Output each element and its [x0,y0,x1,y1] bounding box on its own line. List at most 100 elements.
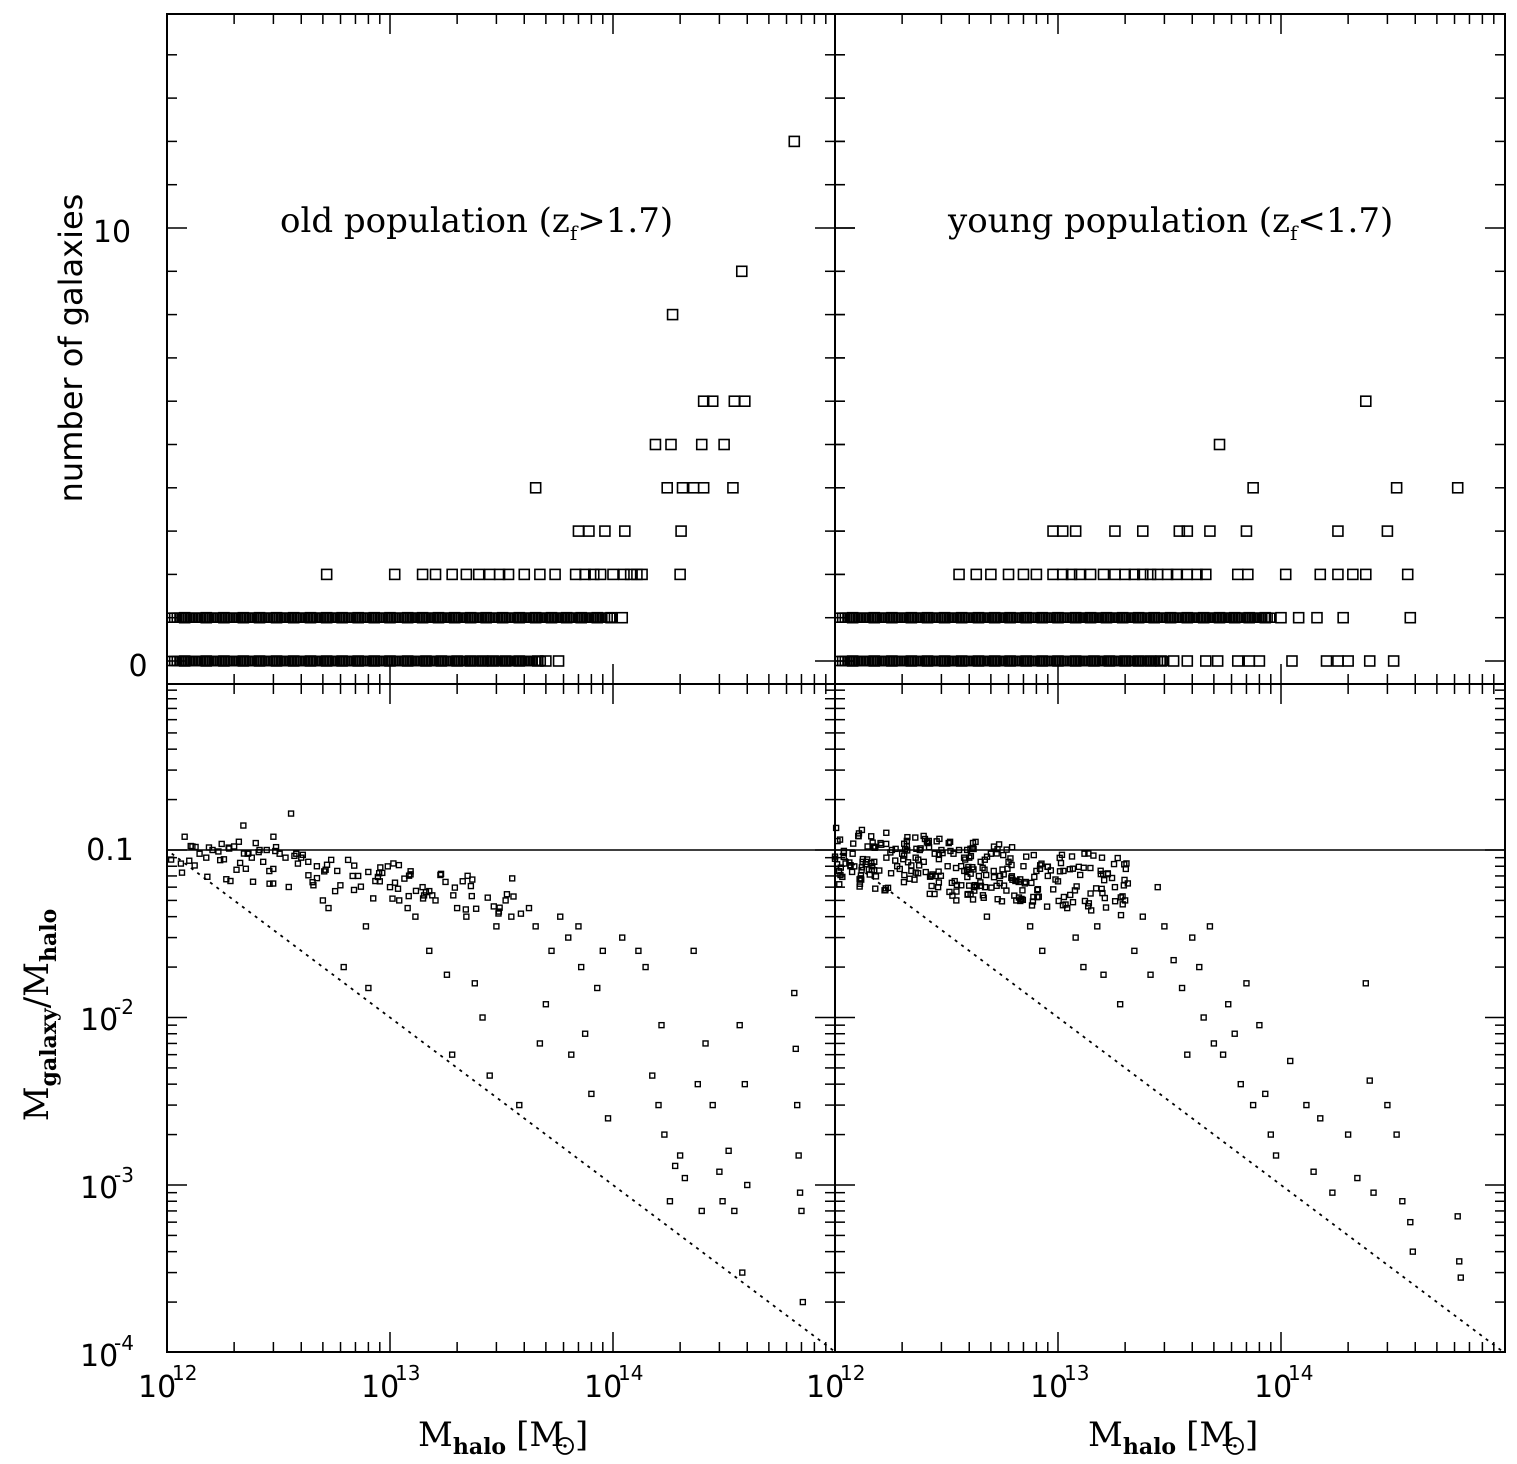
ratio-point [1069,898,1077,906]
ratio-point [925,837,932,845]
ratio-point [349,872,356,880]
ratio-point [619,934,626,941]
x-tick-label-1e14-right: 10 14 [1254,1361,1313,1405]
y-tick-label-1e-3: 10 -3 [80,1163,134,1206]
ratio-point [1056,868,1064,875]
ratio-point [419,883,426,891]
svg-text:10: 10 [80,1171,118,1206]
ratio-point [850,840,857,847]
ratio-point [389,895,396,902]
count-point [1173,525,1186,537]
count-point [572,525,585,537]
x-tick-label-1e14-left: 10 14 [584,1361,643,1405]
ratio-point [1034,885,1042,893]
ratio-point [432,897,439,904]
ratio-point [1050,886,1057,893]
ratio-point [666,1198,674,1205]
ratio-point [1287,1057,1294,1065]
count-point [697,481,710,494]
ratio-point [840,853,847,861]
ratio-point [490,903,498,910]
ratio-point [1081,897,1089,905]
ratio-point [947,847,954,855]
count-point [1073,568,1086,581]
count-point [1332,655,1344,667]
ratio-point [269,880,277,887]
ratio-point [220,856,228,863]
ratio-point [859,855,867,863]
ratio-point [1043,903,1051,910]
ratio-point [1072,934,1079,941]
count-point [674,568,686,581]
ratio-point [1210,1040,1218,1047]
data-markers [166,135,1464,1306]
ratio-point [196,850,203,857]
count-point [1247,481,1259,494]
ratio-point [847,862,854,870]
ratio-point [1022,878,1029,886]
ratio-point [1028,902,1036,909]
ratio-point [215,848,222,855]
ratio-point [945,839,952,847]
ratio-point [901,871,908,879]
ratio-point [1178,984,1186,992]
ratio-point [557,913,564,920]
ratio-point [344,856,352,864]
ratio-point [690,947,697,955]
ratio-point [365,868,372,876]
ratio-point [904,833,911,841]
ratio-point [1019,887,1026,894]
ratio-point [186,857,193,864]
ratio-point [635,947,642,955]
count-point [1199,568,1212,581]
ratio-point [1026,923,1034,930]
ratio-point [1161,923,1168,930]
ratio-point [1021,880,1029,887]
ratio-point [676,1152,684,1159]
ratio-point [331,887,339,895]
ratio-point [1008,873,1016,880]
ratio-point [792,1045,799,1053]
ratio-point [503,891,511,898]
ratio-point [334,867,341,875]
count-point [1065,568,1078,581]
ratio-point [391,879,399,886]
ratio-point [594,984,601,992]
svg-text:12: 12 [172,1361,197,1385]
ratio-point [871,844,878,851]
ratio-point [203,854,210,861]
ratio-point [255,848,262,856]
ratio-point [965,882,973,889]
ratio-point [831,855,839,862]
svg-text:14: 14 [618,1361,643,1385]
ratio-point [412,913,419,920]
ratio-point [915,862,923,869]
count-point [1387,655,1400,667]
ratio-point [958,882,965,889]
count-point [552,655,565,667]
count-point [1240,525,1253,537]
count-point [579,568,591,581]
count-point [1047,568,1059,581]
ratio-point [305,858,312,866]
ratio-point [922,868,929,876]
count-point [1286,655,1298,667]
ratio-point [858,826,866,834]
count-point [549,568,561,581]
ratio-point [1384,1101,1391,1109]
ratio-point [836,881,843,888]
ratio-point [1189,934,1196,941]
count-point [718,438,730,451]
count-point [1161,568,1174,581]
ratio-point [240,822,247,829]
lower-bound-dotted-line [171,852,836,1353]
count-point [985,568,997,581]
ratio-point [872,885,879,892]
ratio-point [227,877,234,885]
ratio-point [604,1115,612,1122]
ratio-point [1123,860,1130,867]
count-point [587,568,600,581]
ratio-point [412,887,420,895]
ratio-point [191,862,198,869]
ratio-point [908,862,915,869]
